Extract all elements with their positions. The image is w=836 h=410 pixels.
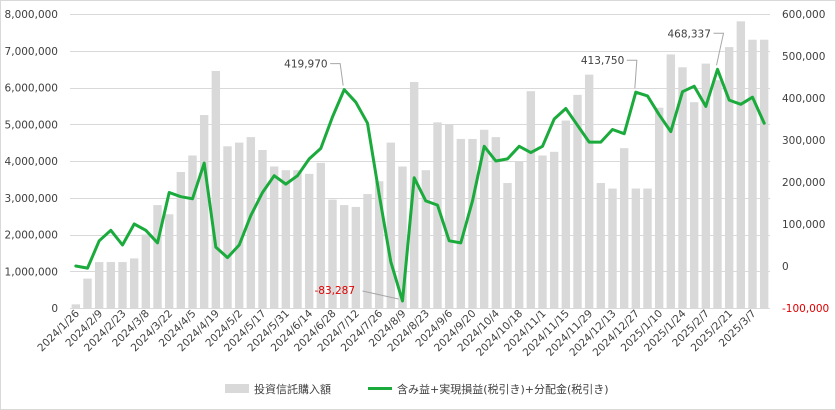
bar	[654, 107, 664, 309]
data-callout: -83,287	[315, 285, 356, 297]
bar	[666, 54, 676, 308]
bar	[211, 70, 221, 309]
bar	[573, 94, 582, 308]
bar	[176, 172, 186, 308]
bar	[503, 183, 512, 308]
left-axis-tick-label: 6,000,000	[5, 83, 58, 95]
left-axis-tick-label: 7,000,000	[5, 46, 58, 58]
bar	[188, 155, 197, 308]
bar	[153, 205, 162, 308]
bar	[246, 137, 256, 308]
right-axis-tick-label: -100,000	[782, 303, 829, 315]
bar	[689, 102, 699, 308]
right-axis-tick-label: 500,000	[782, 51, 825, 63]
bar	[71, 304, 81, 308]
bar	[409, 81, 419, 308]
gridlines	[70, 14, 770, 309]
bar	[701, 63, 711, 308]
bar	[118, 262, 127, 308]
bar	[596, 183, 606, 308]
bar	[363, 194, 372, 308]
bar	[584, 74, 594, 308]
bar	[269, 166, 279, 308]
bar	[199, 115, 209, 308]
left-axis-tick-label: 1,000,000	[5, 266, 58, 278]
bar	[374, 181, 384, 308]
left-axis: 0 1,000,000 2,000,000 3,000,000 4,000,000 5,0…	[5, 9, 58, 315]
left-axis-tick-label: 2,000,000	[5, 230, 58, 242]
annotations: 419,970 -83,287 413,750 468,337	[284, 28, 725, 300]
left-axis-tick-label: 4,000,000	[5, 156, 58, 168]
bar	[433, 122, 442, 308]
profit-line	[74, 67, 766, 303]
bar	[678, 67, 687, 308]
bar	[526, 91, 536, 308]
bar	[549, 151, 559, 308]
legend-label-line: 含み益+実現損益(税引き)+分配金(税引き)	[397, 382, 609, 396]
bar	[234, 142, 244, 308]
bar	[83, 278, 92, 308]
bar	[748, 39, 757, 308]
line-series	[74, 67, 766, 303]
bar	[94, 262, 104, 308]
bar	[631, 188, 641, 308]
bar	[129, 258, 139, 308]
bar	[619, 148, 629, 308]
bar	[608, 188, 617, 308]
left-axis-tick-label: 0	[51, 303, 58, 315]
bar	[328, 199, 337, 308]
right-axis: -100,000 0 100,000 200,000 300,000 400,000 500…	[782, 9, 829, 315]
bar	[643, 188, 652, 308]
bar	[339, 205, 349, 308]
callout-leader	[330, 63, 344, 86]
bar	[293, 170, 302, 308]
bar	[316, 162, 326, 308]
data-callout: 419,970	[284, 59, 327, 71]
callout-leader	[626, 59, 638, 89]
bar	[258, 149, 267, 308]
right-axis-tick-label: 200,000	[782, 177, 825, 189]
bar	[456, 138, 466, 308]
right-axis-tick-label: 300,000	[782, 135, 825, 147]
bar	[304, 173, 314, 308]
legend: 投資信託購入額 含み益+実現損益(税引き)+分配金(税引き)	[225, 382, 609, 396]
right-axis-tick-label: 0	[782, 261, 789, 273]
bar	[106, 262, 116, 308]
data-callout: 468,337	[668, 28, 711, 40]
bar	[351, 206, 361, 308]
bar	[386, 142, 396, 308]
bar	[141, 234, 151, 308]
bar	[713, 80, 722, 309]
bar	[724, 47, 734, 308]
bar	[468, 138, 477, 308]
bar	[538, 155, 547, 308]
bar	[514, 161, 524, 308]
bar	[223, 146, 232, 308]
bar-series	[71, 21, 769, 309]
right-axis-tick-label: 400,000	[782, 93, 825, 105]
left-axis-tick-label: 8,000,000	[5, 9, 58, 21]
callout-leader	[362, 290, 399, 300]
bar	[561, 120, 571, 308]
bar	[398, 166, 407, 308]
bar	[421, 170, 431, 308]
bar	[759, 39, 769, 308]
left-axis-tick-label: 5,000,000	[5, 119, 58, 131]
bar	[281, 170, 291, 308]
left-axis-tick-label: 3,000,000	[5, 193, 58, 205]
callout-leader	[713, 32, 725, 66]
right-axis-tick-label: 100,000	[782, 219, 825, 231]
right-axis-tick-label: 600,000	[782, 9, 825, 21]
data-callout: 413,750	[581, 55, 624, 67]
legend-swatch-bar	[225, 384, 249, 393]
bar	[491, 137, 501, 308]
bar	[736, 21, 746, 308]
bar	[479, 129, 489, 308]
legend-label-bar: 投資信託購入額	[254, 382, 331, 396]
bar	[444, 124, 454, 308]
bar	[164, 214, 174, 308]
